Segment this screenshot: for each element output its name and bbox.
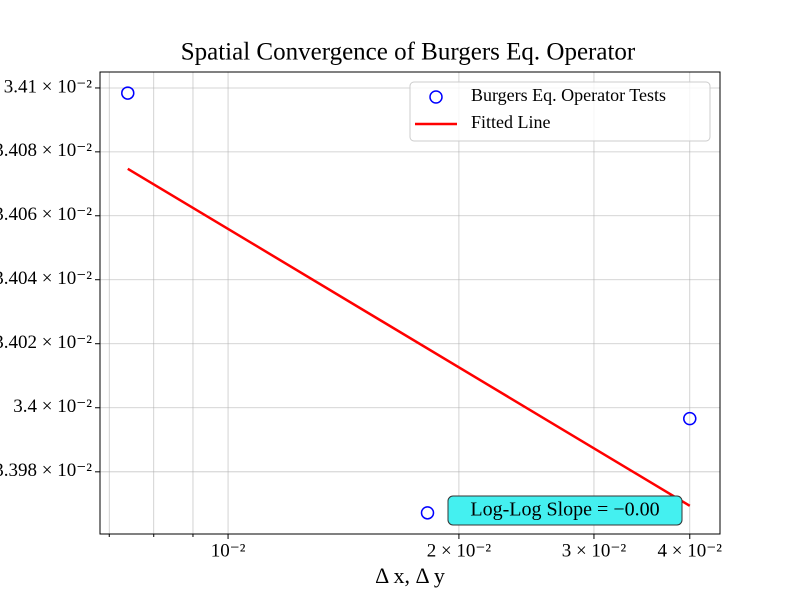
data-point	[683, 411, 697, 426]
x-tick-label: 10⁻²	[211, 540, 246, 561]
fitted-line	[127, 167, 691, 507]
y-tick-label: 3.41 × 10⁻²	[4, 76, 92, 97]
x-axis-label: Δ x, Δ y	[375, 563, 445, 588]
y-tick-label: 3.408 × 10⁻²	[0, 140, 92, 161]
x-tick-label: 2 × 10⁻²	[427, 540, 492, 561]
chart-title: Spatial Convergence of Burgers Eq. Opera…	[181, 39, 636, 66]
data-point	[121, 86, 135, 100]
data-point	[420, 506, 435, 520]
annotation: Log-Log Slope = −0.00	[470, 499, 659, 521]
plot-frame	[99, 71, 721, 535]
y-tick-label: 3.398 × 10⁻²	[0, 460, 92, 481]
legend-box	[409, 81, 711, 142]
legend-marker	[429, 90, 443, 104]
x-tick-label: 3 × 10⁻²	[562, 540, 627, 561]
y-tick-label: 3.406 × 10⁻²	[0, 204, 92, 225]
legend-label: Fitted Line	[471, 112, 551, 132]
annotation-box	[447, 495, 683, 526]
y-tick-label: 3.4 × 10⁻²	[13, 396, 92, 417]
y-tick-label: 3.404 × 10⁻²	[0, 268, 92, 289]
x-tick-label: 4 × 10⁻²	[658, 540, 723, 561]
legend-label: Burgers Eq. Operator Tests	[471, 85, 666, 105]
y-tick-label: 3.402 × 10⁻²	[0, 332, 92, 353]
